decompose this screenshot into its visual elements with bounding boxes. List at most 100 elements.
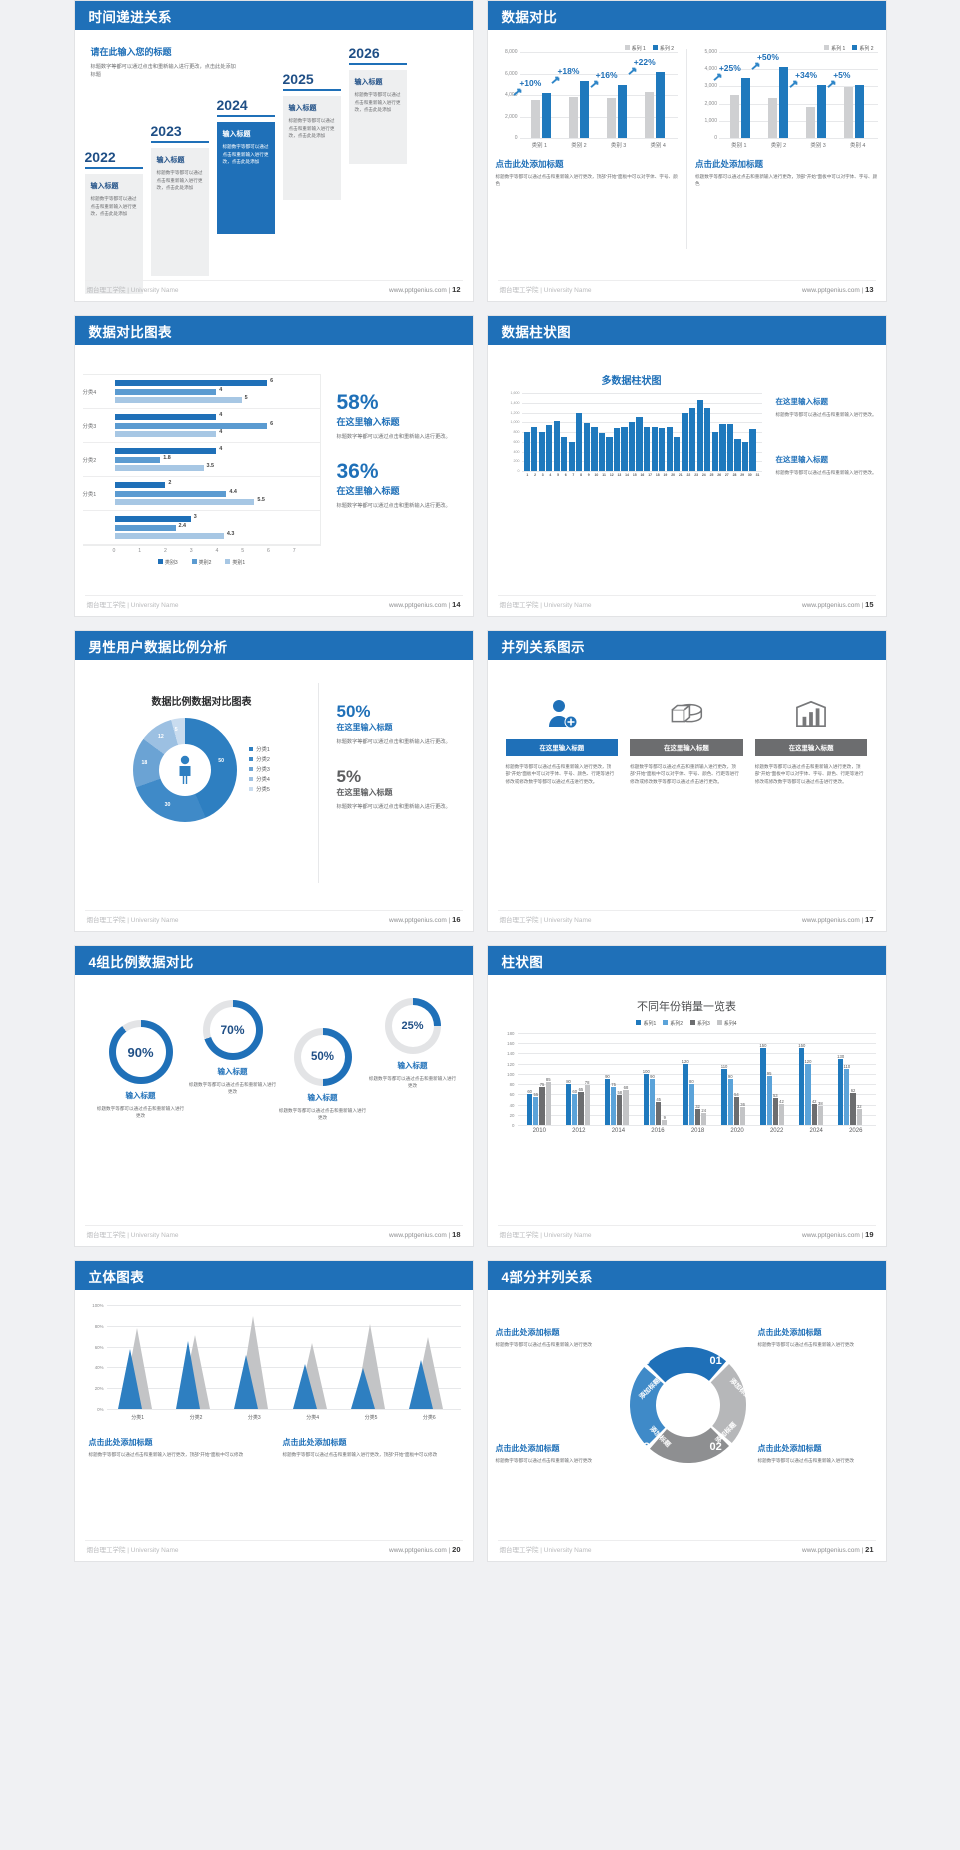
x-tick: 1: [526, 473, 529, 477]
item-button[interactable]: 在这里输入标题: [505, 739, 619, 756]
timeline-card[interactable]: 2025 输入标题 标题数字等都可以通过点击和重新输入进行更改，点击此处添加: [282, 71, 341, 200]
bar-annotation: +10%: [519, 77, 542, 88]
x-tick: 13: [617, 473, 622, 477]
timeline-lead: 请在此输入您的标题 标题数字等都可以通过点击和重新输入进行更改，点击此处添加标题: [91, 45, 241, 80]
bar: [681, 412, 688, 471]
note-title: 点击此处添加标题: [757, 1328, 822, 1337]
timeline-box[interactable]: 输入标题 标题数字等都可以通过点击和重新输入进行更改，点击此处添加: [348, 70, 407, 164]
slide-thumbnail[interactable]: 立体图表 100% 80% 60% 40% 20% 0% 分类1 分类2 分类3 分类4 分类5 分类…: [73, 1260, 474, 1562]
pie-3d-icon: [630, 695, 743, 733]
bar-value: 4: [219, 386, 223, 393]
ring-stat[interactable]: 70% 输入标题 标题数字等都可以通过点击和重新输入进行更改: [181, 1000, 285, 1096]
item-button[interactable]: 在这里输入标题: [630, 739, 743, 756]
bar-value: 110: [720, 1063, 728, 1069]
bar-value: 110: [843, 1063, 851, 1069]
legend-item: 系列3: [690, 1020, 710, 1027]
bar: 65: [578, 1087, 584, 1125]
slide-title: 数据对比图表: [88, 324, 172, 340]
timeline-card[interactable]: 2022 输入标题 标题数字等都可以通过点击和重新输入进行更改，点击此处添加: [84, 149, 143, 294]
bar: [531, 427, 538, 471]
x-tick: 23: [694, 473, 698, 477]
slide-thumbnail[interactable]: 数据柱状图 多数据柱状图 1,600 1,400 1,200 1,000 800 600 4…: [486, 315, 887, 617]
bar: 80: [688, 1079, 694, 1125]
timeline-card[interactable]: 2023 输入标题 标题数字等都可以通过点击和重新输入进行更改，点击此处添加: [150, 123, 209, 276]
cone-group: [234, 1305, 274, 1409]
timeline-card-title: 输入标题: [90, 183, 119, 190]
x-tick: 2026: [849, 1128, 863, 1134]
slide-title-bar: 数据对比图表: [74, 316, 473, 345]
bar-series2: [541, 92, 551, 138]
page-number: 15: [865, 599, 874, 609]
bar-annotation: +50%: [756, 52, 779, 63]
y-tick: 180: [507, 1031, 515, 1036]
x-tick: 19: [663, 473, 668, 477]
ring-segment[interactable]: [646, 1347, 726, 1383]
timeline-rule: [216, 115, 275, 117]
slide-thumbnail[interactable]: 男性用户数据比例分析 数据比例数据对比图表 50 30 18 12 5 分类1 分类2 分类…: [73, 630, 474, 932]
bar-group: 120 80 32 24: [682, 1059, 707, 1125]
ring-stat[interactable]: 50% 输入标题 标题数字等都可以通过点击和重新输入进行更改: [271, 1028, 375, 1122]
bar-2: 2.4: [114, 523, 186, 531]
x-tick: 16: [640, 473, 645, 477]
slide-gallery: 时间递进关系 请在此输入您的标题 标题数字等都可以通过点击和重新输入进行更改，点…: [73, 0, 887, 1562]
slide-thumbnail[interactable]: 4部分并列关系 01 添加标题 02 添加标题 03 添加标题 04 添加标题 点击此处添加标题…: [486, 1260, 887, 1562]
note-title: 点击此处添加标题: [757, 1444, 822, 1453]
timeline-box[interactable]: 输入标题 标题数字等都可以通过点击和重新输入进行更改，点击此处添加: [84, 174, 143, 294]
slide-title-bar: 立体图表: [74, 1261, 473, 1290]
slide-thumbnail[interactable]: 数据对比 系列 1 系列 2 8,000 6,000 4,000 2,000 0 +10% +1…: [486, 0, 887, 302]
parallel-item[interactable]: 在这里输入标题 标题数字等都可以通过点击和重新输入进行更改，顶部“开始”面板中可以…: [749, 695, 874, 785]
ring-segment[interactable]: [710, 1363, 746, 1444]
bar-value: 95: [766, 1071, 772, 1077]
ring-segment[interactable]: [629, 1366, 665, 1447]
bar-series1: [568, 96, 578, 138]
slide-thumbnail[interactable]: 数据对比图表 分类4 6 4 5 分类3 4 6 4 分类2 4 1.8 3.5 分类1 2 4.4 5.5 3…: [73, 315, 474, 617]
legend-item: 系列 2: [652, 45, 674, 52]
parallel-item[interactable]: 在这里输入标题 标题数字等都可以通过点击和重新输入进行更改，顶部“开始”面板中可以…: [500, 695, 625, 785]
slide-title: 柱状图: [501, 954, 544, 970]
footer-site: www.pptgenius.com: [802, 1546, 860, 1554]
user-add-icon: [506, 695, 619, 733]
chart-legend: 系列1 系列2 系列3 系列4: [488, 1020, 886, 1027]
ring-segment[interactable]: [649, 1427, 729, 1463]
slide-title-bar: 时间递进关系: [74, 1, 473, 30]
bar-2: 6: [114, 421, 273, 429]
x-tick: 2: [164, 548, 167, 554]
bar: 78: [584, 1080, 590, 1125]
note-title: 点击此处添加标题: [88, 1438, 153, 1447]
ring-stat[interactable]: 90% 输入标题 标题数字等都可以通过点击和重新输入进行更改: [89, 1020, 193, 1120]
timeline-box[interactable]: 输入标题 标题数字等都可以通过点击和重新输入进行更改，点击此处添加: [282, 96, 341, 200]
slide-title: 时间递进关系: [88, 9, 172, 25]
footer-university: 烟台理工学院 | University Name: [499, 287, 592, 294]
timeline-box[interactable]: 输入标题 标题数字等都可以通过点击和重新输入进行更改，点击此处添加: [150, 148, 209, 276]
bar-value: 54: [734, 1092, 739, 1098]
slide-thumbnail[interactable]: 4组比例数据对比 90% 输入标题 标题数字等都可以通过点击和重新输入进行更改 70%…: [73, 945, 474, 1247]
bar: 38: [817, 1101, 823, 1125]
bar: 42: [778, 1099, 785, 1125]
slide-footer: 烟台理工学院 | University Name www.pptgenius.c…: [499, 914, 874, 925]
slide-thumbnail[interactable]: 时间递进关系 请在此输入您的标题 标题数字等都可以通过点击和重新输入进行更改，点…: [73, 0, 474, 302]
footer-university: 烟台理工学院 | University Name: [499, 602, 592, 609]
ring-stat[interactable]: 25% 输入标题 标题数字等都可以通过点击和重新输入进行更改: [361, 998, 465, 1090]
parallel-item[interactable]: 在这里输入标题 标题数字等都可以通过点击和重新输入进行更改，顶部“开始”面板中可以…: [624, 695, 749, 785]
bar: [734, 438, 741, 471]
x-tick: 0: [112, 548, 116, 554]
timeline-card[interactable]: 2024 输入标题 标题数字等都可以通过点击和重新输入进行更改，点击此处添加: [216, 97, 275, 234]
x-tick: 5: [557, 473, 559, 477]
chart-title: 数据比例数据对比图表: [151, 697, 252, 708]
bar: 68: [623, 1085, 629, 1125]
slide-thumbnail[interactable]: 并列关系图示 在这里输入标题 标题数字等都可以通过点击和重新输入进行更改，顶部“开…: [486, 630, 887, 932]
bar-value: 5: [244, 394, 248, 401]
note-title: 点击此处添加标题: [495, 1444, 560, 1453]
y-tick: 200: [513, 459, 520, 464]
page-number: 16: [452, 914, 461, 924]
bar-value: 6: [270, 378, 274, 385]
item-button[interactable]: 在这里输入标题: [754, 739, 868, 756]
bar: [613, 427, 621, 471]
slide-thumbnail[interactable]: 柱状图 不同年份销量一览表 系列1 系列2 系列3 系列4 180 160 140 120 1…: [486, 945, 887, 1247]
timeline-box[interactable]: 输入标题 标题数字等都可以通过点击和重新输入进行更改，点击此处添加: [216, 122, 275, 234]
timeline-card[interactable]: 2026 输入标题 标题数字等都可以通过点击和重新输入进行更改，点击此处添加: [348, 45, 407, 164]
slide-title-bar: 男性用户数据比例分析: [74, 631, 473, 660]
timeline-card-body: 标题数字等都可以通过点击和重新输入进行更改，点击此处添加: [156, 170, 203, 191]
bar-value: 42: [779, 1098, 784, 1104]
bar-value: 3: [193, 514, 197, 521]
